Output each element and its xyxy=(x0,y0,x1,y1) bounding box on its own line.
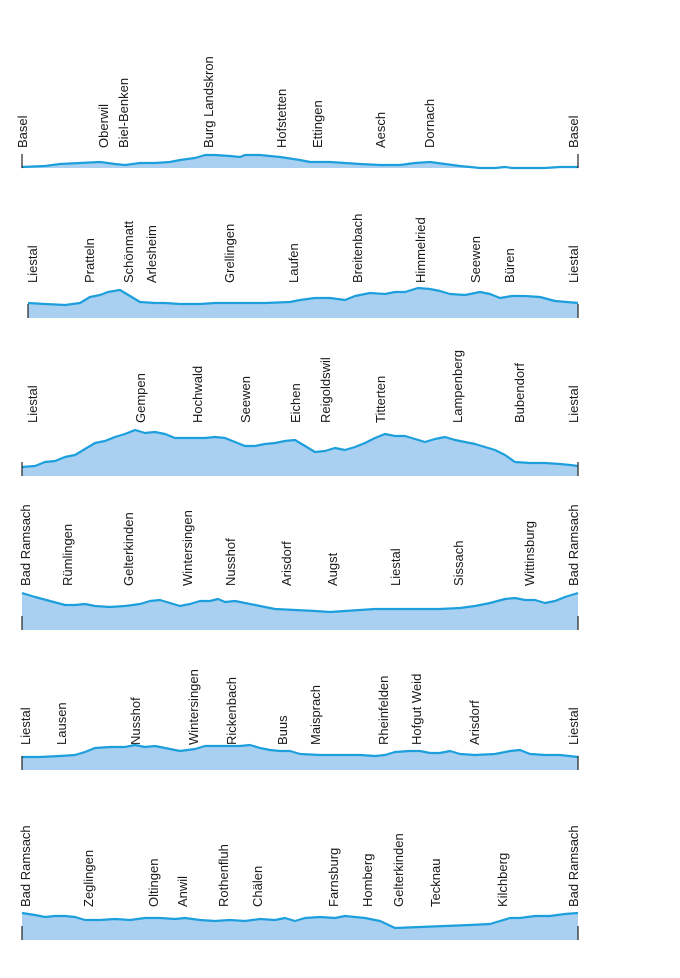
place-label: Seewen xyxy=(468,236,483,283)
place-label: Biel-Benken xyxy=(116,78,131,148)
place-label: Buus xyxy=(275,715,290,745)
place-label: Rheinfelden xyxy=(376,676,391,745)
place-label: Eichen xyxy=(288,383,303,423)
place-label: Seewen xyxy=(238,376,253,423)
profile-panel-6: Bad Ramsach Zeglingen Oltingen Anwil Rothenf… xyxy=(18,825,581,940)
place-label: Anwil xyxy=(175,876,190,907)
elevation-line xyxy=(21,153,578,170)
place-label: Rothenfluh xyxy=(216,844,231,907)
place-label: Basel xyxy=(15,115,30,148)
elevation-area xyxy=(22,913,578,940)
place-label: Liestal xyxy=(25,245,40,283)
place-label: Liestal xyxy=(18,707,33,745)
place-label: Pratteln xyxy=(82,238,97,283)
place-label: Chälen xyxy=(250,866,265,907)
place-label: Hofstetten xyxy=(274,89,289,148)
place-label: Bad Ramsach xyxy=(566,504,581,586)
place-label: Bad Ramsach xyxy=(18,504,33,586)
place-label: Lausen xyxy=(54,702,69,745)
place-label: Laufen xyxy=(286,243,301,283)
place-label: Farnsburg xyxy=(326,848,341,907)
elevation-line xyxy=(21,911,579,930)
place-label: Wintersingen xyxy=(180,510,195,586)
place-label: Breitenbach xyxy=(350,214,365,283)
profile-panel-5: Liestal Lausen Nusshof Wintersingen Rickenba… xyxy=(18,669,581,770)
elevation-line xyxy=(22,743,579,759)
place-label: Oltingen xyxy=(146,859,161,907)
place-label: Bad Ramsach xyxy=(566,825,581,907)
place-label: Burg Landskron xyxy=(201,56,216,148)
profile-panel-4: Bad Ramsach Rümlingen Gelterkinden Wintersi… xyxy=(18,504,581,630)
place-label: Sissach xyxy=(451,540,466,586)
place-label: Gempen xyxy=(133,373,148,423)
place-label: Rickenbach xyxy=(224,677,239,745)
elevation-line xyxy=(21,428,579,469)
place-label: Liestal xyxy=(566,707,581,745)
elevation-line xyxy=(27,286,579,307)
place-label: Ettingen xyxy=(310,100,325,148)
place-label: Arisdorf xyxy=(467,700,482,745)
profile-panel-2: Liestal Pratteln Schönmatt Arlesheim Grellin… xyxy=(25,214,581,318)
place-label: Liestal xyxy=(25,385,40,423)
place-label: Wittinsburg xyxy=(522,521,537,586)
profile-panel-1: Basel Oberwil Biel-Benken Burg Landskron Hof… xyxy=(15,56,581,170)
place-label: Rümlingen xyxy=(60,524,75,586)
place-label: Schönmatt xyxy=(121,220,136,283)
place-label: Hofgut Weid xyxy=(409,674,424,745)
elevation-area xyxy=(22,430,578,476)
place-label: Kilchberg xyxy=(495,853,510,907)
place-label: Arlesheim xyxy=(144,225,159,283)
place-label: Titterten xyxy=(373,376,388,423)
elevation-line xyxy=(21,591,579,614)
profile-panels: Basel Oberwil Biel-Benken Burg Landskron Hof… xyxy=(15,56,581,940)
place-label: Bubendorf xyxy=(512,363,527,423)
place-label: Nusshof xyxy=(128,697,143,745)
place-label: Maisprach xyxy=(308,685,323,745)
place-label: Tecknau xyxy=(428,859,443,907)
place-label: Nusshof xyxy=(223,538,238,586)
place-label: Basel xyxy=(566,115,581,148)
place-label: Grellingen xyxy=(222,224,237,283)
profile-panel-3: Liestal Gempen Hochwald Seewen Eichen Reigold… xyxy=(21,350,581,476)
place-label: Liestal xyxy=(566,385,581,423)
place-label: Oberwil xyxy=(96,104,111,148)
place-label: Himmelried xyxy=(413,217,428,283)
place-label: Liestal xyxy=(388,548,403,586)
place-label: Hochwald xyxy=(190,366,205,423)
place-label: Zeglingen xyxy=(81,850,96,907)
elevation-area xyxy=(28,288,578,318)
place-label: Liestal xyxy=(566,245,581,283)
place-label: Aesch xyxy=(373,112,388,148)
place-label: Augst xyxy=(325,552,340,586)
elevation-area xyxy=(22,593,578,630)
place-label: Bad Ramsach xyxy=(18,825,33,907)
place-label: Lampenberg xyxy=(450,350,465,423)
place-label: Reigoldswil xyxy=(318,357,333,423)
place-label: Gelterkinden xyxy=(121,512,136,586)
place-label: Büren xyxy=(502,248,517,283)
place-label: Dornach xyxy=(422,99,437,148)
elevation-area xyxy=(22,155,578,168)
place-label: Arisdorf xyxy=(279,541,294,586)
place-label: Gelterkinden xyxy=(391,833,406,907)
place-label: Homberg xyxy=(360,854,375,907)
place-label: Wintersingen xyxy=(186,669,201,745)
elevation-area xyxy=(22,745,578,770)
